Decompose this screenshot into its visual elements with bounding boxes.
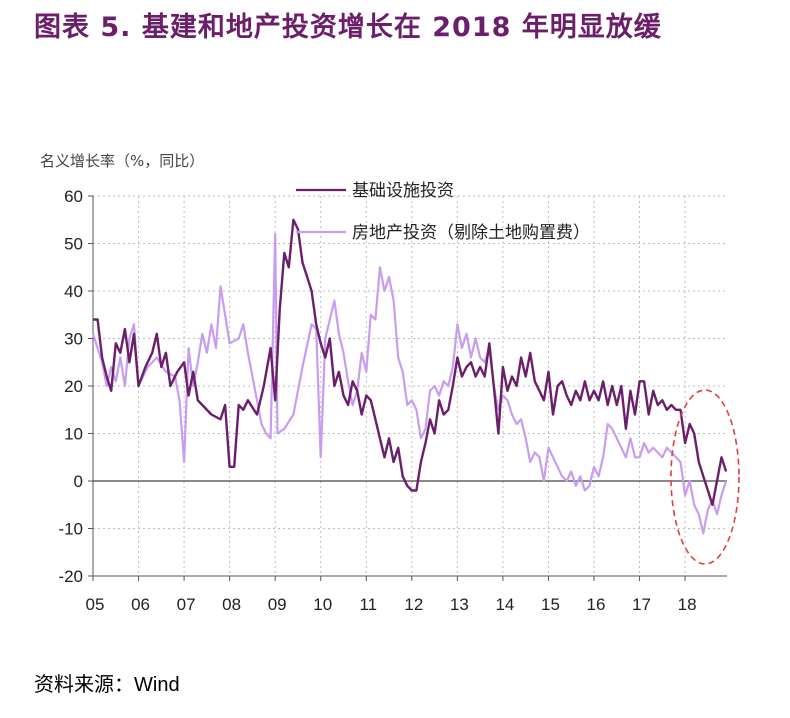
x-tick-label: 15: [541, 595, 560, 614]
legend-label-realestate: 房地产投资（剔除土地购置费）: [352, 223, 590, 243]
x-tick-label: 11: [359, 595, 377, 614]
series-lines: [91, 218, 728, 535]
y-tick-label: 10: [64, 425, 83, 444]
series-line-realestate: [91, 232, 728, 535]
x-tick-label: 06: [131, 595, 150, 614]
legend-label-infra: 基础设施投资: [352, 181, 454, 201]
y-tick-label: 30: [64, 330, 83, 349]
y-tick-label: -10: [58, 520, 83, 539]
x-tick-label: 18: [678, 595, 697, 614]
x-tick-label: 05: [86, 595, 105, 614]
series-line-infra: [93, 218, 728, 506]
x-tick-label: 09: [268, 595, 287, 614]
figure-title: 图表 5. 基建和地产投资增长在 2018 年明显放缓: [34, 12, 662, 43]
x-tick-label: 13: [450, 595, 469, 614]
x-tick-label: 12: [404, 595, 423, 614]
y-axis-label: 名义增长率（%，同比）: [40, 152, 204, 170]
legend: 基础设施投资 房地产投资（剔除土地购置费）: [296, 181, 590, 243]
source-note: 资料来源：Wind: [34, 674, 180, 696]
x-tick-label: 17: [632, 595, 651, 614]
y-tick-label: 40: [64, 282, 83, 301]
y-tick-label: 20: [64, 377, 83, 396]
x-tick-label: 10: [313, 595, 332, 614]
y-tick-label: 0: [74, 472, 83, 491]
highlight-2018-ellipse: [670, 389, 740, 565]
y-tick-label: 60: [64, 187, 83, 206]
y-tick-label: 50: [64, 235, 83, 254]
x-tick-label: 14: [495, 595, 514, 614]
x-tick-label: 07: [177, 595, 196, 614]
y-tick-label: -20: [58, 567, 83, 586]
x-tick-label: 08: [222, 595, 241, 614]
x-tick-label: 16: [587, 595, 606, 614]
